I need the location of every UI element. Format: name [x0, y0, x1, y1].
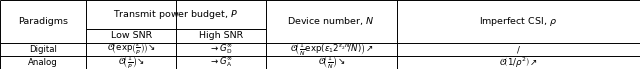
Text: $\mathcal{O}\!\left(\exp\!\left(\frac{\epsilon}{P}\right)\right)\!\searrow$: $\mathcal{O}\!\left(\exp\!\left(\frac{\e… — [107, 42, 156, 57]
Text: $\mathcal{O}\!\left(\frac{1}{P}\right)\!\searrow$: $\mathcal{O}\!\left(\frac{1}{P}\right)\!… — [118, 54, 145, 69]
Text: $\mathcal{O}\!\left(1/\rho^2\right)\!\nearrow$: $\mathcal{O}\!\left(1/\rho^2\right)\!\ne… — [499, 55, 538, 69]
Text: Paradigms: Paradigms — [18, 17, 68, 26]
Text: $\mathcal{O}\!\left(\frac{1}{N}\exp(\varepsilon_1 2^{\varepsilon_2 N}\!/N)\right: $\mathcal{O}\!\left(\frac{1}{N}\exp(\var… — [290, 41, 372, 58]
Text: Low SNR: Low SNR — [111, 31, 152, 40]
Text: $\mathcal{O}\!\left(\frac{1}{N}\right)\!\searrow$: $\mathcal{O}\!\left(\frac{1}{N}\right)\!… — [317, 54, 345, 69]
Text: Device number, $N$: Device number, $N$ — [287, 15, 375, 27]
Text: Digital: Digital — [29, 45, 57, 54]
Text: High SNR: High SNR — [198, 31, 243, 40]
Text: Imperfect CSI, $\rho$: Imperfect CSI, $\rho$ — [479, 15, 557, 28]
Text: $/$: $/$ — [516, 44, 521, 55]
Text: Transmit power budget, $P$: Transmit power budget, $P$ — [113, 8, 239, 21]
Text: $\rightarrow G_{\mathrm{A}}^{\infty}$: $\rightarrow G_{\mathrm{A}}^{\infty}$ — [209, 56, 233, 69]
Text: Analog: Analog — [28, 58, 58, 67]
Text: $\rightarrow G_{\mathrm{D}}^{\infty}$: $\rightarrow G_{\mathrm{D}}^{\infty}$ — [209, 43, 233, 56]
